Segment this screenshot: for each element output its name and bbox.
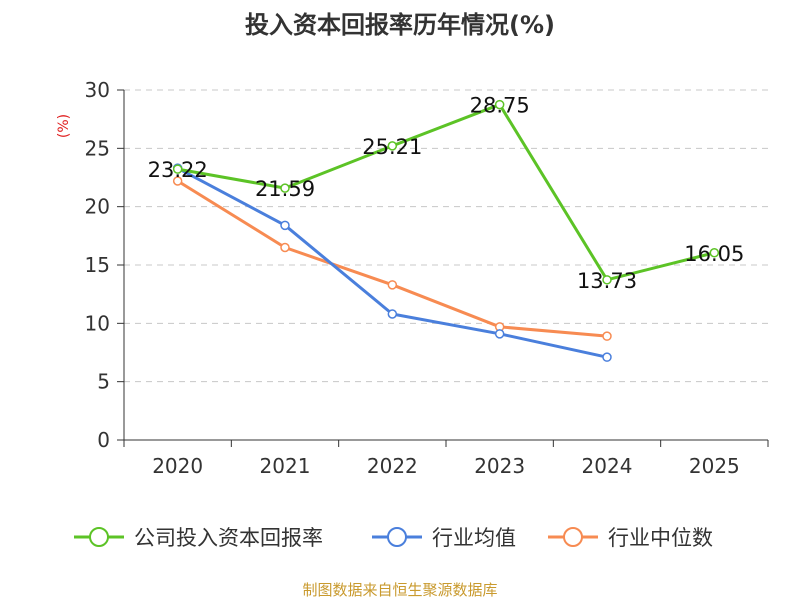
data-label-2022: 25.21 <box>362 135 422 159</box>
data-point-s1-2021 <box>280 220 290 231</box>
x-tick-label-2022: 2022 <box>367 454 418 478</box>
series-group <box>172 99 720 362</box>
y-tick-label-10: 10 <box>85 311 110 335</box>
legend[interactable]: 公司投入资本回报率 行业均值 行业中位数 <box>74 526 713 550</box>
data-label-2024: 13.73 <box>577 269 637 293</box>
data-point-s0-2023 <box>494 99 505 110</box>
y-tick-label-0: 0 <box>97 428 110 452</box>
y-tick-label-15: 15 <box>85 253 110 277</box>
y-tick-label-5: 5 <box>97 370 110 394</box>
data-point-s0-2025 <box>709 248 720 258</box>
series-line-1 <box>176 166 608 359</box>
data-labels: 23.22 21.59 25.21 28.75 13.73 16.05 <box>148 94 745 293</box>
data-point-s1-2023 <box>494 329 505 339</box>
y-tick-label-20: 20 <box>85 195 110 219</box>
data-point-s0-2024 <box>602 275 612 285</box>
legend-marker-0 <box>89 527 109 547</box>
x-tick-label-2021: 2021 <box>260 454 311 478</box>
legend-label-0: 公司投入资本回报率 <box>134 526 323 550</box>
legend-item-0[interactable]: 公司投入资本回报率 <box>74 526 323 550</box>
y-tick-label-30: 30 <box>85 78 110 102</box>
y-tick-label-25: 25 <box>85 136 110 160</box>
legend-item-2[interactable]: 行业中位数 <box>548 526 713 550</box>
data-point-s1-2022 <box>387 309 398 319</box>
legend-label-1: 行业均值 <box>432 526 516 550</box>
data-point-s0-2022 <box>387 141 398 151</box>
data-label-2023: 28.75 <box>470 94 530 118</box>
data-point-s2-2022 <box>387 280 398 290</box>
x-tick-label-2023: 2023 <box>474 454 525 478</box>
series-line-0 <box>177 103 715 282</box>
data-label-2025: 16.05 <box>684 242 744 266</box>
legend-item-1[interactable]: 行业均值 <box>372 526 516 550</box>
data-point-s1-2024 <box>602 352 612 362</box>
source-note: 制图数据来自恒生聚源数据库 <box>302 581 497 599</box>
legend-marker-1 <box>387 527 407 547</box>
data-label-2020: 23.22 <box>148 158 208 182</box>
chart-title: 投入资本回报率历年情况(%) <box>245 11 555 39</box>
x-tick-label-2024: 2024 <box>582 454 633 478</box>
data-label-2021: 21.59 <box>255 177 315 201</box>
x-tick-label-2020: 2020 <box>152 454 203 478</box>
legend-marker-2 <box>563 527 583 547</box>
data-point-s0-2020 <box>172 164 183 174</box>
x-tick-label-2025: 2025 <box>689 454 740 478</box>
data-point-s2-2021 <box>280 242 290 253</box>
data-point-s0-2021 <box>280 183 290 193</box>
legend-label-2: 行业中位数 <box>608 526 713 550</box>
y-axis-label: (%) <box>56 114 72 138</box>
gridlines <box>124 89 768 383</box>
data-point-s2-2024 <box>602 331 612 341</box>
data-point-s2-2020 <box>172 176 183 186</box>
